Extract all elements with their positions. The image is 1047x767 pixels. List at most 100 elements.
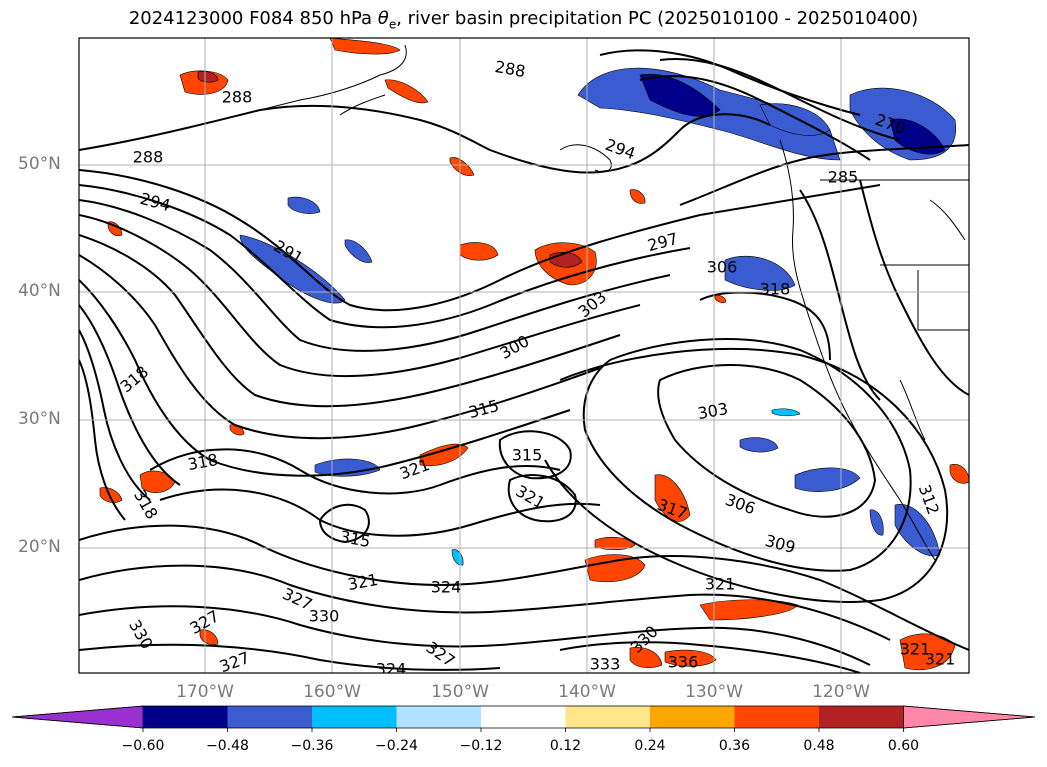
precip-area <box>654 474 691 522</box>
contour-label: 318 <box>760 280 791 299</box>
precip-area <box>869 509 884 536</box>
theta-e-contour <box>799 189 881 401</box>
precip-area <box>899 633 956 671</box>
colorbar-swatch <box>227 706 312 728</box>
lon-label: 130°W <box>685 682 743 702</box>
colorbar-swatch <box>481 706 566 728</box>
coastline <box>917 270 969 331</box>
lon-label: 170°W <box>176 682 234 702</box>
precip-area <box>449 157 475 176</box>
theta-e-contour <box>79 104 491 151</box>
theta-e-contour <box>79 643 501 671</box>
theta-e-contour <box>79 279 571 477</box>
theta-e-contour <box>679 144 969 206</box>
colorbar-tick-label: −0.60 <box>121 738 165 754</box>
precip-area <box>664 649 717 667</box>
theta-e-contour <box>79 214 641 377</box>
theta-e-contour <box>318 503 370 544</box>
theta-e-contour <box>559 641 861 673</box>
coastline <box>339 94 386 116</box>
lon-label: 160°W <box>303 682 361 702</box>
colorbar-swatch <box>650 706 735 728</box>
precip-area <box>459 242 499 261</box>
contour-label: 333 <box>590 655 621 674</box>
lon-label: 120°W <box>812 682 870 702</box>
colorbar-tick-label: 0.24 <box>634 738 666 754</box>
precip-area <box>419 443 469 467</box>
theta-e-contour <box>159 488 601 537</box>
lat-label: 20°N <box>18 537 61 557</box>
precip-anomaly-areas <box>99 38 969 671</box>
lat-label: 40°N <box>18 281 61 301</box>
colorbar-tick-label: 0.12 <box>549 738 582 754</box>
colorbar-extend-low <box>11 705 144 729</box>
contour-label: 321 <box>925 650 956 669</box>
contour-label: 321 <box>705 575 736 594</box>
colorbar-tick-label: 0.48 <box>803 738 835 754</box>
colorbar-tick-label: −0.12 <box>459 738 503 754</box>
colorbar-swatch <box>396 706 481 728</box>
colorbar-swatch <box>143 706 228 728</box>
precip-area <box>724 255 796 291</box>
theta-e-contour <box>79 254 601 440</box>
colorbar-swatch <box>819 706 904 728</box>
theta-e-contours <box>79 49 969 673</box>
precip-area <box>629 189 646 204</box>
contour-label: 321 <box>900 640 931 659</box>
coastline <box>559 144 612 173</box>
precip-area <box>771 408 801 417</box>
coastlines <box>179 44 969 561</box>
theta-e-contour <box>79 359 126 521</box>
precip-area <box>344 239 373 263</box>
precip-area <box>629 647 663 669</box>
lon-label: 150°W <box>431 682 489 702</box>
theta-e-contour <box>79 199 671 352</box>
lat-label: 50°N <box>18 154 61 174</box>
theta-e-contour <box>639 75 871 161</box>
map-frame <box>78 37 970 674</box>
colorbar-swatch <box>565 706 650 728</box>
precip-area <box>329 38 401 55</box>
lon-label: 140°W <box>558 682 616 702</box>
coastline <box>779 139 936 561</box>
theta-e-contour <box>79 564 891 641</box>
theta-e-contour <box>79 234 621 408</box>
theta-e-contour <box>79 524 969 651</box>
precip-area <box>794 467 861 492</box>
theta-e-contour <box>657 364 877 518</box>
contour-label: 288 <box>222 88 253 107</box>
lat-label: 30°N <box>18 409 61 429</box>
theta-e-contour <box>489 113 771 174</box>
precip-area <box>889 118 946 155</box>
graticule <box>79 38 969 673</box>
precip-area <box>287 196 321 214</box>
contour-label: 336 <box>668 653 699 672</box>
theta-e-contour <box>498 430 572 480</box>
colorbar-swatch <box>734 706 819 728</box>
map-title: 2024123000 F084 850 hPa θe, river basin … <box>128 8 919 32</box>
colorbar-tick-label: −0.48 <box>206 738 249 754</box>
contour-label: 315 <box>512 446 543 465</box>
contour-label: 324 <box>431 578 462 597</box>
colorbar <box>11 705 1036 732</box>
contour-label: 324 <box>376 660 407 679</box>
theta-e-contour <box>599 49 861 116</box>
theta-e-contour <box>507 474 577 523</box>
precip-area <box>384 79 429 104</box>
colorbar-extend-high <box>903 705 1036 729</box>
contour-label: 285 <box>828 168 859 187</box>
theta-e-contour <box>544 348 949 603</box>
contour-label: 306 <box>707 258 738 277</box>
theta-e-contour <box>699 291 831 361</box>
colorbar-tick-label: 0.60 <box>887 738 920 754</box>
colorbar-swatch <box>312 706 397 728</box>
precip-area <box>99 487 123 503</box>
precip-area <box>197 71 219 83</box>
theta-e-contour <box>79 605 871 666</box>
theta-e-contour <box>149 448 561 495</box>
precip-area <box>714 294 727 303</box>
colorbar-tick-label: −0.36 <box>290 738 334 754</box>
precip-area <box>739 437 779 453</box>
